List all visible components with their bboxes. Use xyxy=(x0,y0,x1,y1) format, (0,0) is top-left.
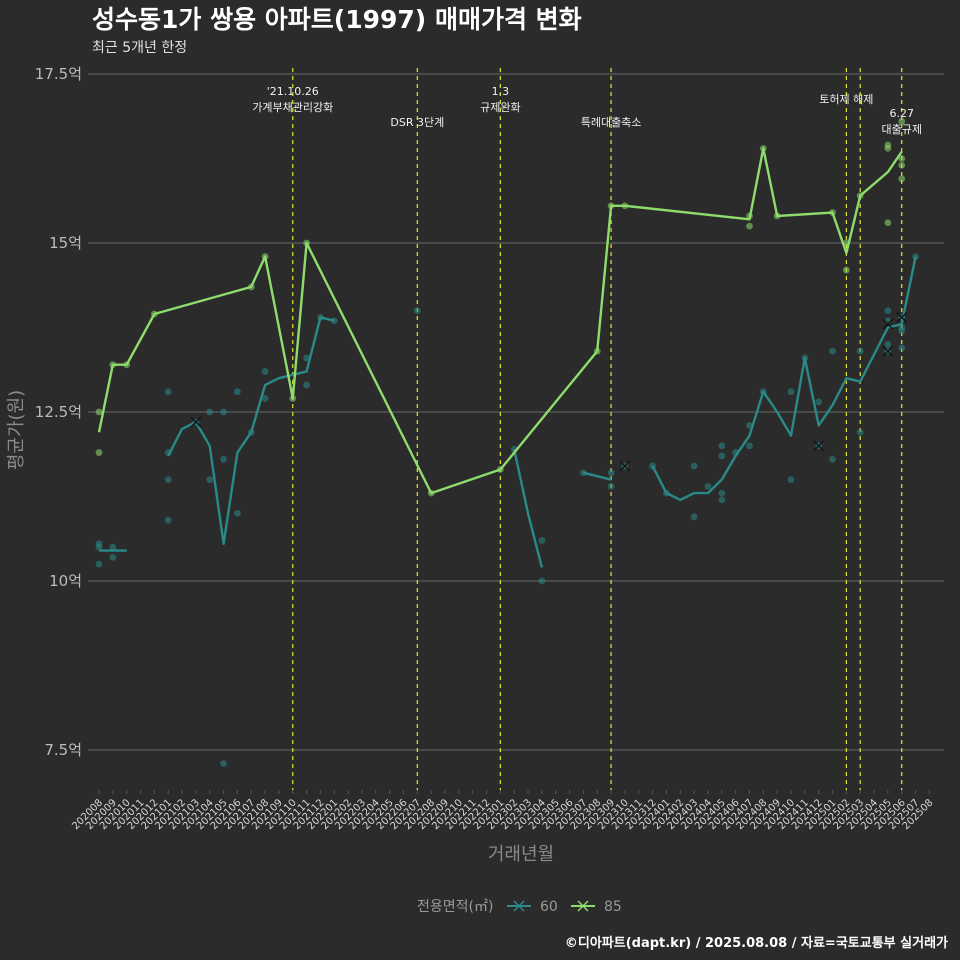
legend-label-60: 60 xyxy=(540,899,558,915)
event-annotation: '21.10.26 xyxy=(267,85,319,98)
x-marker xyxy=(619,460,631,472)
legend-x-marker-60 xyxy=(513,900,525,912)
data-point xyxy=(746,222,753,230)
data-point xyxy=(898,155,906,162)
data-point xyxy=(109,543,117,551)
data-point xyxy=(690,462,698,470)
data-point xyxy=(164,476,172,483)
data-point xyxy=(704,482,712,490)
data-point xyxy=(842,266,850,274)
data-point xyxy=(95,408,103,416)
data-point xyxy=(815,398,823,406)
data-point xyxy=(303,381,310,389)
series-line xyxy=(513,448,544,568)
data-point xyxy=(234,388,241,396)
data-point xyxy=(538,537,546,544)
data-point xyxy=(884,317,892,325)
data-point xyxy=(303,354,310,362)
event-annotation: 특례대출축소 xyxy=(581,116,642,129)
legend-title: 전용면적(㎡) xyxy=(417,899,493,915)
data-point xyxy=(884,307,892,314)
data-series xyxy=(95,117,919,767)
y-axis-ticks: 7.5억 10억 12.5억 15억 17.5억 xyxy=(35,65,82,759)
data-point xyxy=(95,449,103,456)
x-marker xyxy=(882,318,894,330)
data-point xyxy=(898,344,906,352)
data-point xyxy=(884,219,892,227)
event-annotation: 대출규제 xyxy=(881,123,921,136)
data-point xyxy=(206,476,214,483)
legend-entry-60: 60 xyxy=(507,899,558,915)
event-annotation: 1.3 xyxy=(492,85,510,98)
data-point xyxy=(898,175,906,183)
data-point xyxy=(898,324,906,331)
data-point xyxy=(898,161,906,169)
data-point xyxy=(206,408,214,416)
data-point xyxy=(829,455,836,463)
series-line xyxy=(97,147,903,495)
data-point xyxy=(261,368,269,375)
data-point xyxy=(690,513,698,521)
data-point xyxy=(413,307,421,314)
y-tick-label: 17.5억 xyxy=(35,65,82,83)
series-line xyxy=(167,316,335,545)
series-85 xyxy=(95,117,906,497)
data-point xyxy=(220,455,227,463)
legend-label-85: 85 xyxy=(604,899,622,915)
legend-x-marker-85 xyxy=(577,900,589,912)
legend-entry-85: 85 xyxy=(571,899,622,915)
data-point xyxy=(718,496,726,504)
chart-title: 성수동1가 쌍용 아파트(1997) 매매가격 변화 xyxy=(92,5,582,34)
gridlines xyxy=(88,73,944,751)
data-point xyxy=(884,341,892,348)
data-point xyxy=(95,560,103,568)
data-point xyxy=(538,577,546,585)
x-marker xyxy=(882,345,894,357)
y-tick-label: 12.5억 xyxy=(35,403,82,421)
x-marker xyxy=(190,416,202,428)
data-point xyxy=(109,553,117,561)
data-point xyxy=(746,442,753,450)
legend: 전용면적(㎡) 60 85 xyxy=(417,899,622,915)
data-point xyxy=(718,452,726,460)
event-annotation: 규제완화 xyxy=(480,101,520,114)
y-tick-label: 10억 xyxy=(49,572,82,590)
x-axis-title: 거래년월 xyxy=(488,844,554,865)
data-point xyxy=(787,388,795,396)
data-point xyxy=(607,482,615,490)
data-point xyxy=(829,347,836,355)
event-annotation: 가계부채관리강화 xyxy=(252,101,333,114)
data-point xyxy=(718,489,726,497)
y-tick-label: 7.5억 xyxy=(44,741,82,759)
data-point xyxy=(884,144,892,152)
data-point xyxy=(234,510,241,517)
caption: ©디아파트(dapt.kr) / 2025.08.08 / 자료=국토교통부 실… xyxy=(565,935,948,951)
data-point xyxy=(220,760,227,767)
data-point xyxy=(898,117,906,125)
chart-subtitle: 최근 5개년 한정 xyxy=(92,40,187,56)
data-point xyxy=(607,469,615,477)
data-point xyxy=(164,388,172,396)
x-marker xyxy=(813,440,825,452)
x-axis-ticks: 2020082020092020102020112020122021012021… xyxy=(70,790,936,832)
data-point xyxy=(718,442,726,450)
data-point xyxy=(164,516,172,524)
series-line xyxy=(583,471,612,481)
data-point xyxy=(220,408,227,416)
data-point xyxy=(856,347,864,355)
series-line xyxy=(651,256,917,502)
x-marker xyxy=(896,311,908,323)
data-point xyxy=(95,543,103,551)
event-annotation: DSR 3단계 xyxy=(390,116,444,129)
data-point xyxy=(787,476,795,483)
y-axis-title: 평균가(원) xyxy=(6,390,27,470)
y-tick-label: 15억 xyxy=(49,234,82,252)
data-point xyxy=(261,395,269,402)
event-annotation: 6.27 xyxy=(889,107,914,120)
event-annotation: 토허제 해제 xyxy=(819,92,873,106)
series-60 xyxy=(95,253,919,767)
data-point xyxy=(856,428,864,436)
